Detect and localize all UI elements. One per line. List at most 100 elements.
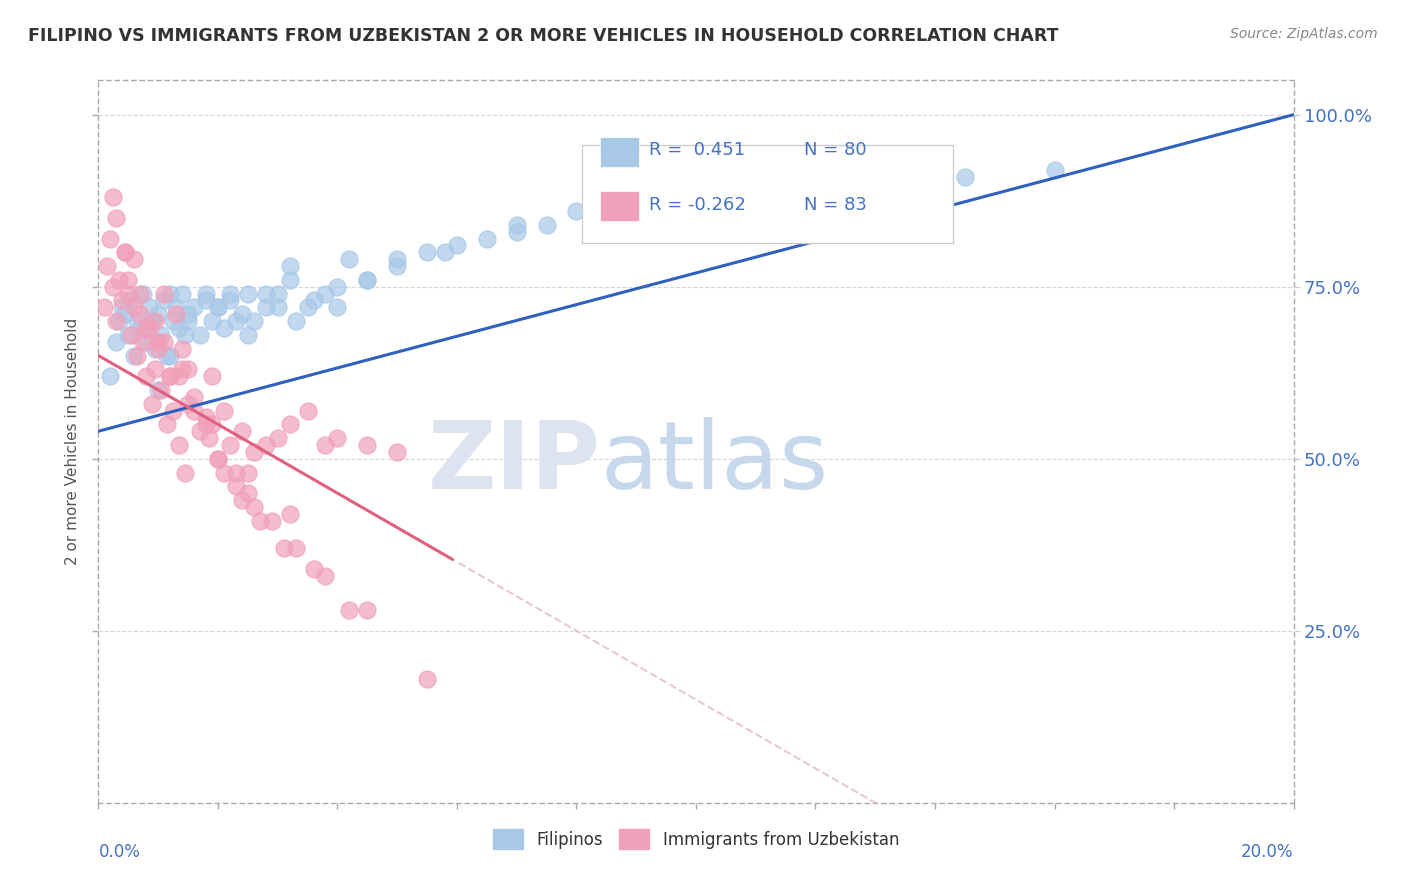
Point xyxy=(150,327,173,342)
Point xyxy=(953,169,976,184)
Point xyxy=(103,279,125,293)
Point xyxy=(114,245,136,260)
Point xyxy=(434,245,457,260)
Point xyxy=(188,424,211,438)
Point xyxy=(339,252,361,267)
Point xyxy=(148,383,170,397)
Point xyxy=(177,362,200,376)
Point xyxy=(385,259,409,273)
Point xyxy=(894,156,917,170)
Point xyxy=(212,466,235,480)
Point xyxy=(124,349,146,363)
Text: 20.0%: 20.0% xyxy=(1241,843,1294,861)
Point xyxy=(143,314,166,328)
Point xyxy=(278,273,301,287)
Point xyxy=(153,286,176,301)
Point xyxy=(626,190,648,204)
Point xyxy=(626,197,648,211)
Point xyxy=(685,183,707,197)
Text: R =  0.451: R = 0.451 xyxy=(650,141,745,160)
Point xyxy=(254,286,277,301)
Point xyxy=(207,451,229,466)
Point xyxy=(159,286,181,301)
Point xyxy=(326,279,349,293)
Point xyxy=(141,397,163,411)
Point xyxy=(188,327,211,342)
Point xyxy=(273,541,295,556)
Point xyxy=(162,403,184,417)
Point xyxy=(135,321,157,335)
Point xyxy=(117,327,139,342)
Point xyxy=(1043,162,1066,177)
Point xyxy=(201,314,224,328)
Text: FILIPINO VS IMMIGRANTS FROM UZBEKISTAN 2 OR MORE VEHICLES IN HOUSEHOLD CORRELATI: FILIPINO VS IMMIGRANTS FROM UZBEKISTAN 2… xyxy=(28,27,1059,45)
Point xyxy=(207,301,229,315)
Point xyxy=(167,438,190,452)
Point xyxy=(159,369,181,384)
Point xyxy=(254,301,277,315)
Point xyxy=(446,238,468,252)
Point xyxy=(212,321,235,335)
Text: atlas: atlas xyxy=(600,417,828,509)
Text: 0.0%: 0.0% xyxy=(98,843,141,861)
Point xyxy=(156,349,179,363)
Point xyxy=(236,486,259,500)
Point xyxy=(127,314,149,328)
Point xyxy=(278,417,301,432)
Point xyxy=(105,314,128,328)
Point xyxy=(212,403,235,417)
Point xyxy=(174,327,197,342)
Text: N = 80: N = 80 xyxy=(804,141,866,160)
Point xyxy=(198,431,221,445)
Point xyxy=(93,301,115,315)
Point xyxy=(219,438,242,452)
Point xyxy=(267,301,290,315)
Point xyxy=(120,293,142,308)
Point xyxy=(339,603,361,617)
Point xyxy=(167,321,190,335)
Point xyxy=(111,301,134,315)
Point xyxy=(315,286,337,301)
Point xyxy=(284,541,307,556)
Point xyxy=(153,334,176,349)
Point xyxy=(267,286,290,301)
Point xyxy=(506,218,529,232)
Point xyxy=(326,301,349,315)
Bar xyxy=(600,136,638,167)
Point xyxy=(243,445,266,459)
Point xyxy=(315,568,337,582)
Point xyxy=(195,293,218,308)
Point xyxy=(124,301,146,315)
Point xyxy=(138,301,160,315)
Text: ZIP: ZIP xyxy=(427,417,600,509)
Point xyxy=(153,293,176,308)
Point xyxy=(297,403,319,417)
Point xyxy=(108,314,131,328)
Point xyxy=(195,417,218,432)
Point xyxy=(804,190,827,204)
Point xyxy=(117,286,139,301)
Point xyxy=(105,334,128,349)
Point xyxy=(165,301,187,315)
Point xyxy=(356,438,378,452)
Legend: Filipinos, Immigrants from Uzbekistan: Filipinos, Immigrants from Uzbekistan xyxy=(486,822,905,856)
Point xyxy=(174,466,197,480)
Point xyxy=(143,362,166,376)
Point xyxy=(278,507,301,521)
Point xyxy=(156,417,179,432)
Point xyxy=(219,293,242,308)
Point xyxy=(183,403,205,417)
Point xyxy=(132,286,155,301)
Point xyxy=(114,245,136,260)
Point xyxy=(135,334,157,349)
Point xyxy=(159,369,181,384)
Point xyxy=(302,293,325,308)
Point xyxy=(167,369,190,384)
Point xyxy=(565,204,588,219)
Text: R = -0.262: R = -0.262 xyxy=(650,195,747,213)
Point xyxy=(243,314,266,328)
Point xyxy=(775,177,797,191)
Point xyxy=(141,314,163,328)
Text: N = 83: N = 83 xyxy=(804,195,866,213)
Point xyxy=(148,334,170,349)
